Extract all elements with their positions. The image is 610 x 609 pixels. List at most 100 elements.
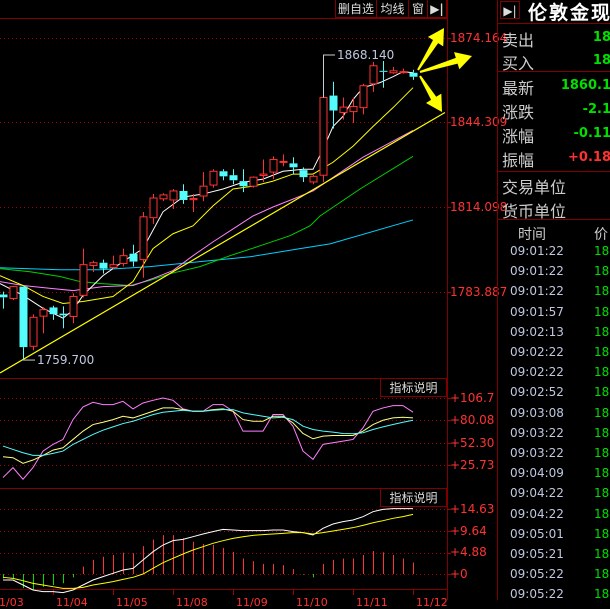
macd-dif-line bbox=[3, 508, 413, 594]
macd-axis-label: +4.88 bbox=[450, 545, 487, 559]
quote-label: 买入 bbox=[502, 54, 535, 73]
candle-up bbox=[109, 264, 118, 268]
tick-time: 09:01:57 bbox=[510, 304, 564, 319]
window-button[interactable]: 窗 bbox=[408, 0, 428, 18]
date-label: 11/12 bbox=[416, 596, 448, 609]
candle-down bbox=[299, 170, 308, 178]
tick-row: 09:04:09 186 bbox=[498, 466, 610, 486]
tick-row: 09:05:22 185 bbox=[498, 567, 610, 587]
date-label: 11/04 bbox=[56, 596, 88, 609]
candle-up bbox=[159, 194, 168, 200]
tick-price: 186 bbox=[594, 466, 610, 481]
tick-time: 09:01:22 bbox=[510, 264, 564, 279]
tick-time: 09:01:22 bbox=[510, 244, 564, 258]
macd-dea-line bbox=[2, 513, 414, 589]
tick-row: 09:01:22 185 bbox=[498, 264, 610, 284]
tick-price: 186 bbox=[594, 304, 610, 319]
quote-row-buy: 买入 bbox=[502, 50, 534, 74]
macd-axis-label: +0 bbox=[450, 567, 468, 581]
tick-price: 185 bbox=[594, 425, 610, 440]
tick-price: 185 bbox=[594, 345, 610, 359]
kdj-axis-label: +106.7 bbox=[450, 391, 495, 405]
candle-down bbox=[0, 294, 8, 298]
annotation-arrow-icon bbox=[419, 52, 472, 73]
candle-up bbox=[319, 97, 328, 176]
tick-row: 09:01:22 186 bbox=[498, 244, 610, 264]
collapse-panel-icon[interactable]: ▶| bbox=[427, 0, 447, 18]
instrument-title: 伦敦金现 bbox=[528, 2, 610, 24]
tick-row: 09:05:22 186 bbox=[498, 587, 610, 600]
expand-arrow-icon[interactable]: ▶| bbox=[500, 1, 520, 19]
kdj-axis-label: +25.73 bbox=[450, 458, 495, 472]
tick-price: 186 bbox=[594, 324, 610, 339]
candle-up bbox=[119, 255, 128, 265]
quote-value: -2.1 bbox=[582, 102, 610, 117]
kline-chart[interactable]: 1868.140 1759.700 bbox=[0, 0, 497, 600]
moving-average-button[interactable]: 均线 bbox=[376, 0, 409, 18]
tick-time: 09:04:22 bbox=[510, 486, 564, 501]
candle-up bbox=[209, 170, 218, 186]
candle-up bbox=[169, 190, 178, 201]
quote-label: 涨跌 bbox=[502, 103, 535, 122]
candle-down bbox=[379, 70, 388, 72]
candle-up bbox=[69, 295, 78, 317]
tick-price: 185 bbox=[594, 486, 610, 501]
macd-axis-label: +14.63 bbox=[450, 502, 495, 516]
date-label: 11/09 bbox=[236, 596, 268, 609]
candle-down bbox=[59, 313, 68, 316]
trendline bbox=[0, 111, 446, 374]
quote-label: 卖出 bbox=[502, 31, 535, 50]
tick-row: 09:05:01 186 bbox=[498, 527, 610, 547]
ma20-line bbox=[0, 130, 414, 292]
kdj-axis-label: +52.30 bbox=[450, 436, 495, 450]
remove-watchlist-button[interactable]: 删自选 bbox=[335, 0, 377, 18]
candle-down bbox=[239, 181, 248, 187]
candle-up bbox=[269, 158, 278, 173]
candle-up bbox=[249, 176, 258, 187]
candle-up bbox=[339, 106, 348, 113]
tick-time: 09:03:22 bbox=[510, 446, 564, 460]
candle-up bbox=[259, 173, 268, 176]
tick-time: 09:04:09 bbox=[510, 466, 564, 481]
kdj-indicator-help-button[interactable]: 指标说明 bbox=[380, 378, 447, 397]
tick-time: 09:03:08 bbox=[510, 405, 564, 420]
tick-price: 186 bbox=[594, 446, 610, 460]
candle-up bbox=[389, 70, 398, 74]
candle-down bbox=[409, 72, 418, 77]
tick-time: 09:01:22 bbox=[510, 284, 564, 299]
tick-row: 09:03:22 185 bbox=[498, 426, 610, 446]
candle-down bbox=[129, 253, 138, 262]
kdj-j-line bbox=[2, 409, 414, 456]
annotation-arrow-icon bbox=[417, 28, 444, 71]
candle-up bbox=[29, 316, 38, 347]
candle-up bbox=[309, 175, 318, 183]
date-label: 11/05 bbox=[116, 596, 148, 609]
price-axis-label: 1844.309 bbox=[450, 115, 508, 129]
tick-row: 09:01:22 186 bbox=[498, 284, 610, 304]
candle-up bbox=[399, 71, 408, 74]
candle-down bbox=[179, 190, 188, 200]
tick-row: 09:02:22 186 bbox=[498, 365, 610, 385]
kdj-k-line bbox=[2, 397, 414, 480]
tick-price: 186 bbox=[594, 506, 610, 521]
candle-up bbox=[189, 198, 198, 201]
macd-axis-label: +9.64 bbox=[450, 524, 487, 538]
date-label: 11/08 bbox=[176, 596, 208, 609]
candle-up bbox=[9, 286, 18, 299]
tick-price: 185 bbox=[594, 264, 610, 279]
candle-down bbox=[229, 175, 238, 181]
macd-indicator-help-button[interactable]: 指标说明 bbox=[380, 488, 447, 507]
candle-up bbox=[139, 216, 148, 261]
tick-time: 09:02:13 bbox=[510, 324, 564, 339]
time-header: 时间 bbox=[518, 227, 546, 243]
tick-time: 09:04:22 bbox=[510, 506, 564, 521]
tick-row: 09:02:13 186 bbox=[498, 325, 610, 345]
tick-row: 09:02:52 186 bbox=[498, 385, 610, 405]
tick-row: 09:02:22 185 bbox=[498, 345, 610, 365]
trade-unit-label: 交易单位 bbox=[502, 178, 567, 197]
quote-value: 1860.1 bbox=[560, 78, 610, 93]
quote-row-sell: 卖出 bbox=[502, 27, 534, 51]
price-axis-label: 1814.098 bbox=[450, 200, 508, 214]
quote-panel: ▶| 伦敦金现 卖出 18 买入 18 最新 1860.1 涨跌 -2.1 涨幅 -0.1… bbox=[497, 0, 610, 600]
candle-up bbox=[79, 264, 88, 296]
